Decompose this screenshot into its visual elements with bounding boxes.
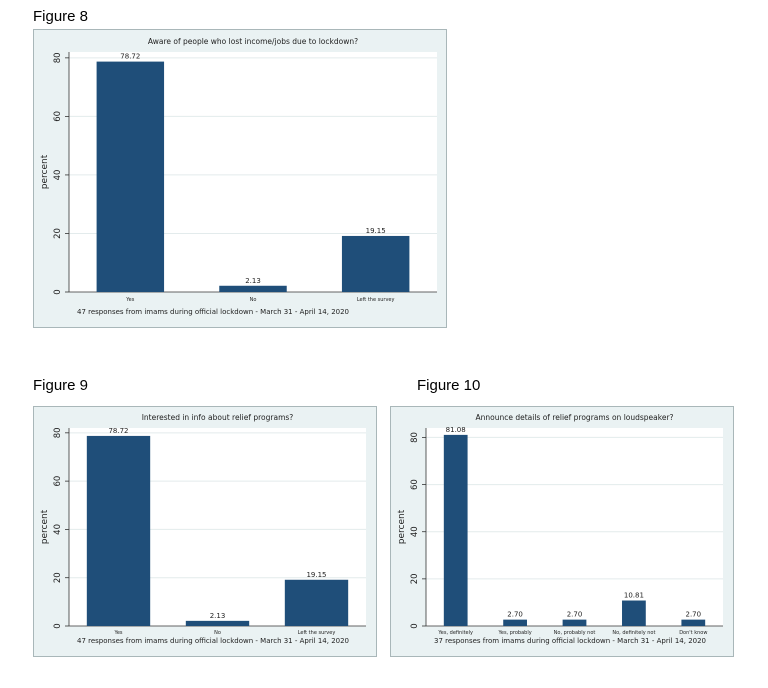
y-tick-label: 80: [53, 52, 63, 63]
x-tick-label: Yes: [113, 630, 122, 636]
bar: [185, 620, 250, 626]
y-tick-label: 80: [53, 427, 63, 438]
x-tick-label: No, probably not: [554, 630, 596, 636]
y-tick-label: 0: [53, 623, 63, 628]
bar: [219, 285, 287, 292]
bar: [503, 619, 527, 626]
data-label: 81.08: [446, 426, 466, 434]
x-tick-label: No: [214, 630, 221, 636]
bar: [96, 61, 165, 292]
data-label: 2.70: [507, 611, 523, 619]
chart-title: Interested in info about relief programs…: [142, 413, 294, 422]
chart-note: 47 responses from imams during official …: [77, 308, 349, 316]
data-label: 78.72: [120, 53, 140, 61]
y-tick-label: 60: [410, 479, 420, 490]
y-tick-label: 20: [53, 572, 63, 583]
bar: [681, 619, 706, 626]
y-tick-label: 20: [53, 228, 63, 239]
data-label: 10.81: [624, 592, 644, 600]
y-tick-label: 60: [53, 476, 63, 487]
data-label: 2.13: [245, 277, 261, 285]
chart-panel-figure-8: 0 20 40 60 80 percent Aware of people who lost…: [33, 29, 447, 328]
y-tick-label: 40: [53, 170, 63, 181]
y-tick-label: 60: [53, 111, 63, 122]
chart-panel-figure-10: 0 20 40 60 80 percent Announce details of reli…: [390, 406, 734, 657]
y-tick-label: 40: [53, 524, 63, 535]
data-label: 78.72: [108, 427, 128, 435]
x-tick-label: Yes, definitely: [437, 630, 473, 636]
chart-note: 47 responses from imams during official …: [77, 637, 349, 645]
data-label: 2.70: [567, 611, 583, 619]
x-tick-label: No, definitely not: [612, 630, 655, 636]
bar: [284, 579, 349, 626]
y-axis-label: percent: [40, 509, 50, 544]
bar: [562, 619, 587, 626]
bar: [341, 235, 410, 292]
data-label: 2.70: [686, 611, 702, 619]
x-tick-label: Don't know: [679, 630, 707, 636]
y-tick-label: 40: [410, 526, 420, 537]
data-label: 19.15: [306, 571, 326, 579]
chart-panel-figure-9: 0 20 40 60 80 percent Interested in info about…: [33, 406, 377, 657]
x-tick-label: Left the survey: [298, 630, 336, 636]
bar: [622, 600, 646, 626]
y-tick-label: 0: [410, 623, 420, 628]
x-tick-label: Left the survey: [357, 297, 395, 303]
chart-title: Aware of people who lost income/jobs due…: [148, 37, 358, 46]
data-label: 19.15: [366, 227, 386, 235]
chart-figure-10: 0 20 40 60 80 percent Announce details of reli…: [397, 413, 723, 645]
plot-area: [426, 428, 723, 626]
bar: [86, 435, 151, 626]
x-tick-label: Yes: [125, 297, 134, 303]
figure-8-label: Figure 8: [33, 8, 89, 25]
bar: [443, 434, 468, 626]
chart-figure-8: 0 20 40 60 80 percent Aware of people who lost…: [40, 37, 437, 316]
y-tick-label: 0: [53, 289, 63, 294]
figure-9-label: Figure 9: [33, 377, 89, 394]
data-label: 2.13: [210, 612, 226, 620]
figure-10-label: Figure 10: [417, 377, 481, 394]
chart-figure-9: 0 20 40 60 80 percent Interested in info about…: [40, 413, 366, 645]
y-axis-label: percent: [397, 509, 407, 544]
y-axis-label: percent: [40, 154, 50, 189]
y-tick-label: 20: [410, 573, 420, 584]
chart-title: Announce details of relief programs on l…: [475, 413, 673, 422]
y-tick-label: 80: [410, 432, 420, 443]
x-tick-label: No: [250, 297, 257, 303]
chart-note: 37 responses from imams during official …: [434, 637, 706, 645]
x-tick-label: Yes, probably: [497, 630, 531, 636]
